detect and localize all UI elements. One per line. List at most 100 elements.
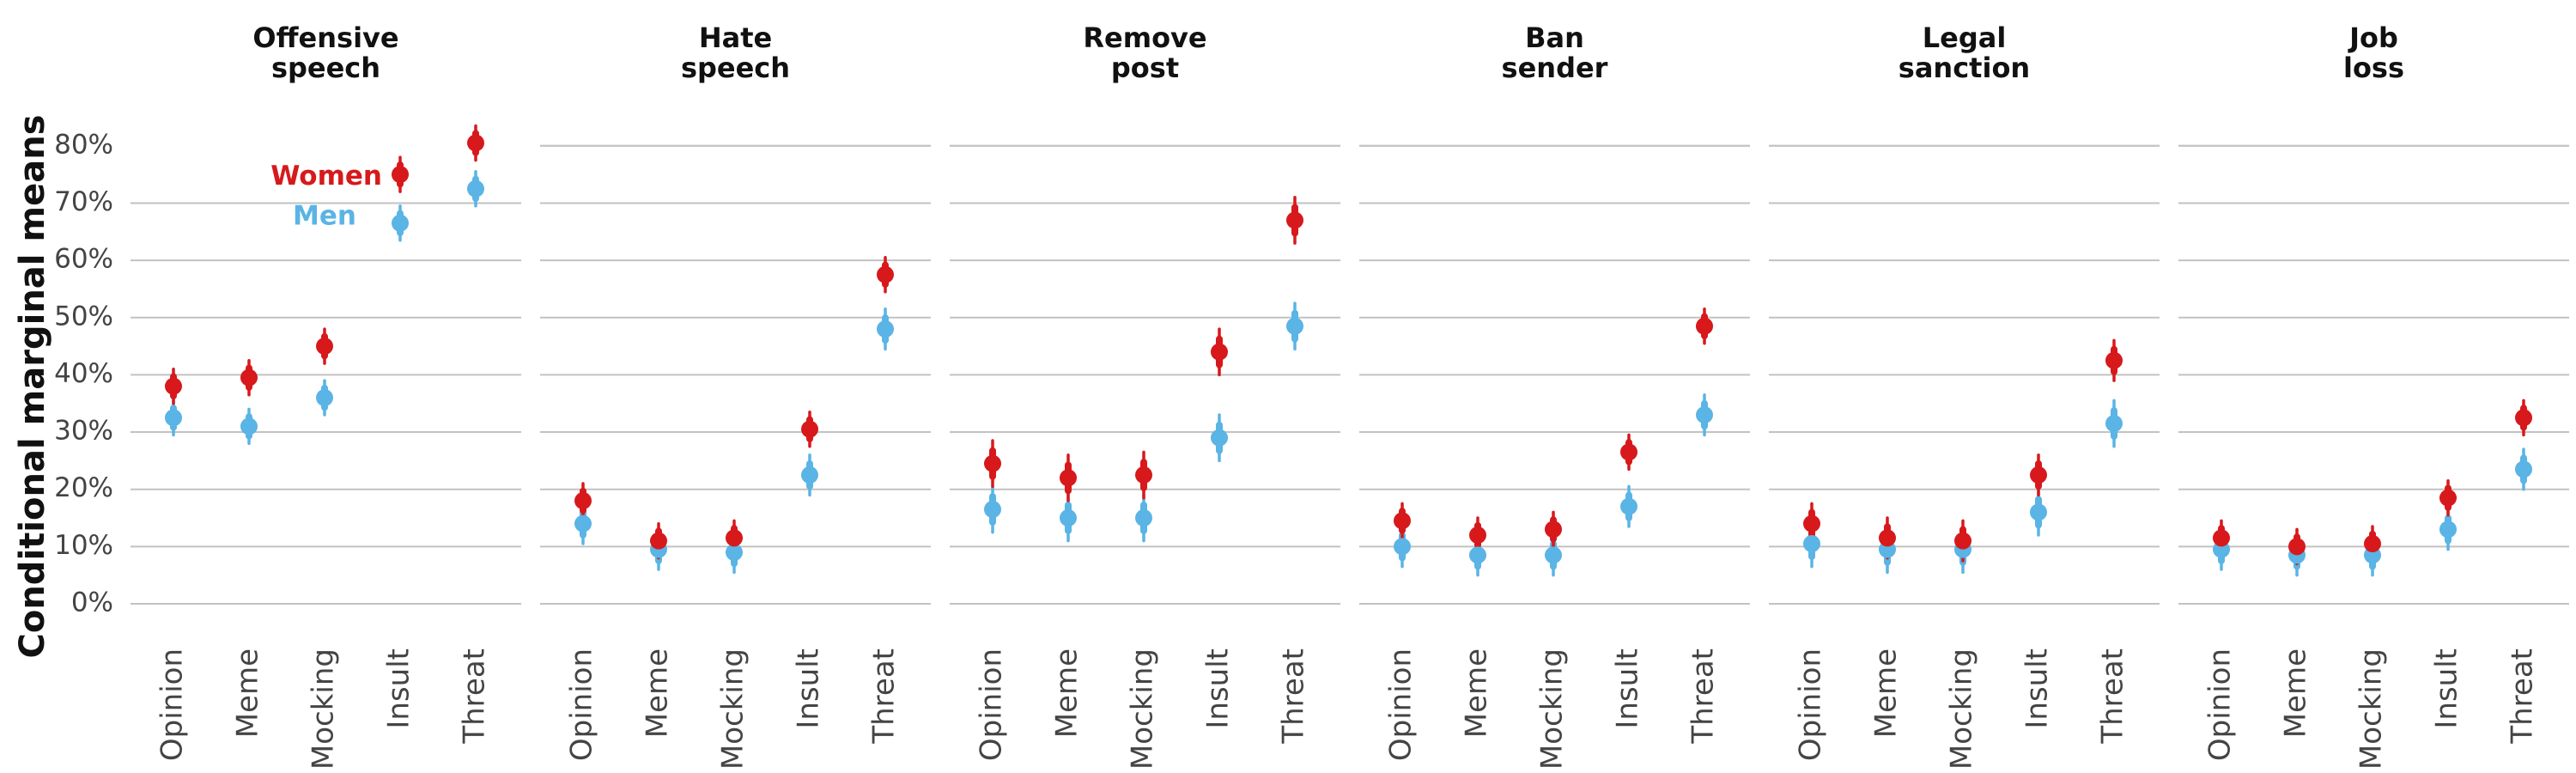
point-men <box>1211 429 1228 447</box>
point-women <box>650 532 667 550</box>
confidence-intervals <box>170 124 2527 577</box>
point-men <box>574 514 592 533</box>
y-axis-label: Conditional marginal means <box>13 114 52 658</box>
x-tick-label: Mocking <box>2354 648 2389 770</box>
x-tick-label: Opinion <box>1794 648 1828 761</box>
data-points <box>165 134 2532 564</box>
point-men <box>392 214 409 232</box>
point-women <box>240 368 258 386</box>
y-tick-label: 0% <box>71 587 113 618</box>
point-men <box>240 417 258 435</box>
point-women <box>984 454 1001 472</box>
x-tick-label: Mocking <box>307 648 341 770</box>
x-tick-label: Threat <box>1686 648 1721 745</box>
point-men <box>1286 317 1303 335</box>
panel-title: speech <box>681 52 790 84</box>
point-women <box>165 377 182 395</box>
x-tick-label: Opinion <box>2203 648 2238 761</box>
point-women <box>1696 317 1713 335</box>
panel-title: sanction <box>1899 52 2030 84</box>
panel-title: Job <box>2348 21 2398 54</box>
y-tick-label: 20% <box>54 472 113 503</box>
point-women <box>316 338 333 356</box>
x-tick-label: Meme <box>1050 648 1084 738</box>
point-men <box>1469 546 1486 564</box>
point-women <box>1879 529 1896 547</box>
panel-title: Hate <box>699 21 772 54</box>
x-tick-label: Threat <box>1277 648 1311 745</box>
point-women <box>726 529 743 547</box>
point-women <box>1394 512 1411 530</box>
y-tick-label: 80% <box>54 129 113 160</box>
x-tick-label: Meme <box>2279 648 2313 738</box>
legend-women: Women <box>270 161 382 192</box>
panel-title: sender <box>1502 52 1608 84</box>
point-women <box>1286 211 1303 229</box>
x-tick-label: Insult <box>2430 648 2464 729</box>
point-women <box>2105 351 2123 369</box>
x-tick-label: Meme <box>1869 648 1904 738</box>
point-women <box>1060 469 1077 487</box>
point-women <box>877 265 894 283</box>
panel-title: Legal <box>1923 21 2007 54</box>
x-tick-label: Mocking <box>716 648 750 770</box>
x-tick-label: Threat <box>458 648 492 745</box>
y-tick-label: 50% <box>54 301 113 332</box>
y-tick-label: 30% <box>54 416 113 447</box>
x-tick-label: Meme <box>231 648 265 738</box>
x-tick-label: Threat <box>2506 648 2540 745</box>
point-women <box>1954 532 1971 550</box>
point-women <box>1135 466 1152 484</box>
point-women <box>1545 520 1562 539</box>
panel-title: Remove <box>1083 21 1206 54</box>
point-men <box>2030 503 2047 521</box>
point-women <box>467 134 484 152</box>
x-tick-label: Mocking <box>1535 648 1570 770</box>
x-tick-label: Threat <box>2096 648 2130 745</box>
y-tick-label: 60% <box>54 244 113 275</box>
point-men <box>2105 415 2123 433</box>
x-tick-label: Meme <box>1460 648 1494 738</box>
point-men <box>316 389 333 407</box>
point-women <box>2030 466 2047 484</box>
gridlines <box>131 144 2569 605</box>
point-women <box>1469 526 1486 545</box>
x-tick-label: Mocking <box>1945 648 1979 770</box>
x-tick-label: Opinion <box>1384 648 1419 761</box>
point-men <box>1545 546 1562 564</box>
x-tick-label: Meme <box>641 648 675 738</box>
point-men <box>467 180 484 198</box>
point-men <box>2439 520 2457 539</box>
point-women <box>2213 529 2230 547</box>
point-women <box>801 420 818 438</box>
point-men <box>2515 460 2532 478</box>
point-women <box>2439 489 2457 507</box>
point-women <box>2288 538 2306 556</box>
panel-title: Offensive <box>252 21 398 54</box>
chart-text: Conditional marginal means 0% 10% 20% 30% 40%… <box>13 21 2540 770</box>
point-men <box>1394 538 1411 556</box>
point-men <box>984 501 1001 519</box>
point-men <box>1060 509 1077 527</box>
point-men <box>1803 535 1820 553</box>
point-women <box>2364 535 2381 553</box>
x-tick-label: Opinion <box>565 648 599 761</box>
x-tick-label: Insult <box>792 648 826 729</box>
x-tick-label: Insult <box>382 648 416 729</box>
x-tick-label: Opinion <box>975 648 1009 761</box>
point-men <box>726 544 743 562</box>
panel-title: speech <box>271 52 380 84</box>
x-tick-label: Insult <box>2020 648 2055 729</box>
point-men <box>1135 509 1152 527</box>
panel-title: loss <box>2343 52 2404 84</box>
x-tick-label: Threat <box>867 648 902 745</box>
point-women <box>1211 343 1228 361</box>
panel-title: Ban <box>1525 21 1584 54</box>
x-tick-label: Insult <box>1611 648 1645 729</box>
point-women <box>2515 409 2532 427</box>
y-tick-label: 10% <box>54 530 113 561</box>
x-tick-label: Opinion <box>155 648 190 761</box>
y-tick-label: 70% <box>54 186 113 217</box>
panel-title: post <box>1111 52 1179 84</box>
